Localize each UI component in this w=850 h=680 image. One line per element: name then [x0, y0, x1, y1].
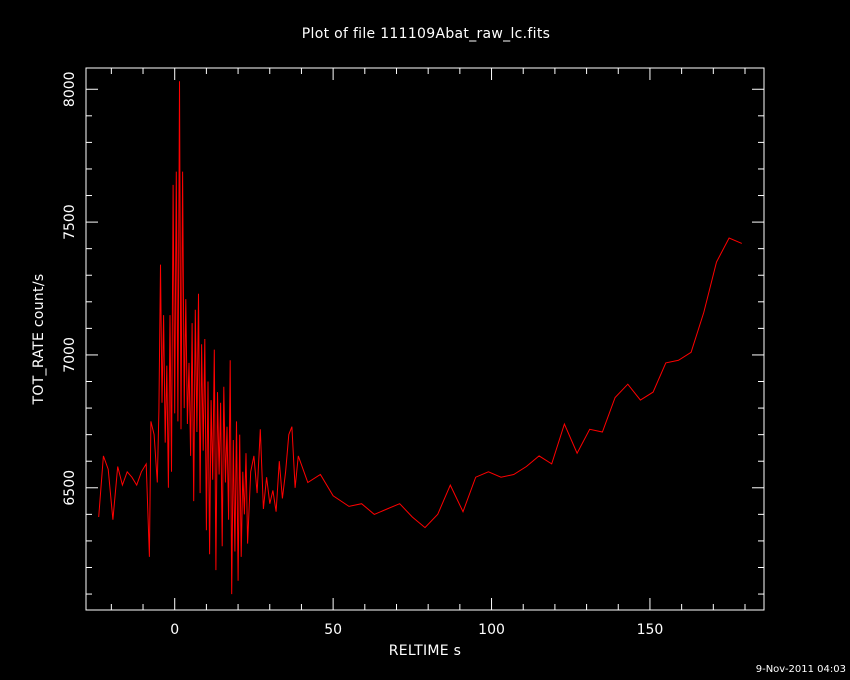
- x-tick-label: 100: [478, 622, 505, 638]
- y-tick-label: 7000: [62, 337, 78, 373]
- axis-ticks: [86, 68, 764, 610]
- chart-title: Plot of file 111109Abat_raw_lc.fits: [302, 26, 550, 42]
- plot-frame: [85, 67, 765, 611]
- series-line-tot-rate: [98, 81, 742, 595]
- timestamp: 9-Nov-2011 04:03: [756, 664, 846, 675]
- y-axis-label: TOT_RATE count/s: [31, 274, 47, 406]
- x-tick-label: 0: [170, 622, 179, 638]
- axis-tick-labels: 0 50 100 150 6500 7000 7500 8000: [62, 71, 663, 638]
- y-tick-label: 8000: [62, 71, 78, 107]
- y-tick-label: 6500: [62, 470, 78, 506]
- x-axis-label: RELTIME s: [389, 643, 462, 659]
- x-tick-label: 50: [324, 622, 342, 638]
- x-tick-label: 150: [637, 622, 664, 638]
- y-tick-label: 7500: [62, 204, 78, 240]
